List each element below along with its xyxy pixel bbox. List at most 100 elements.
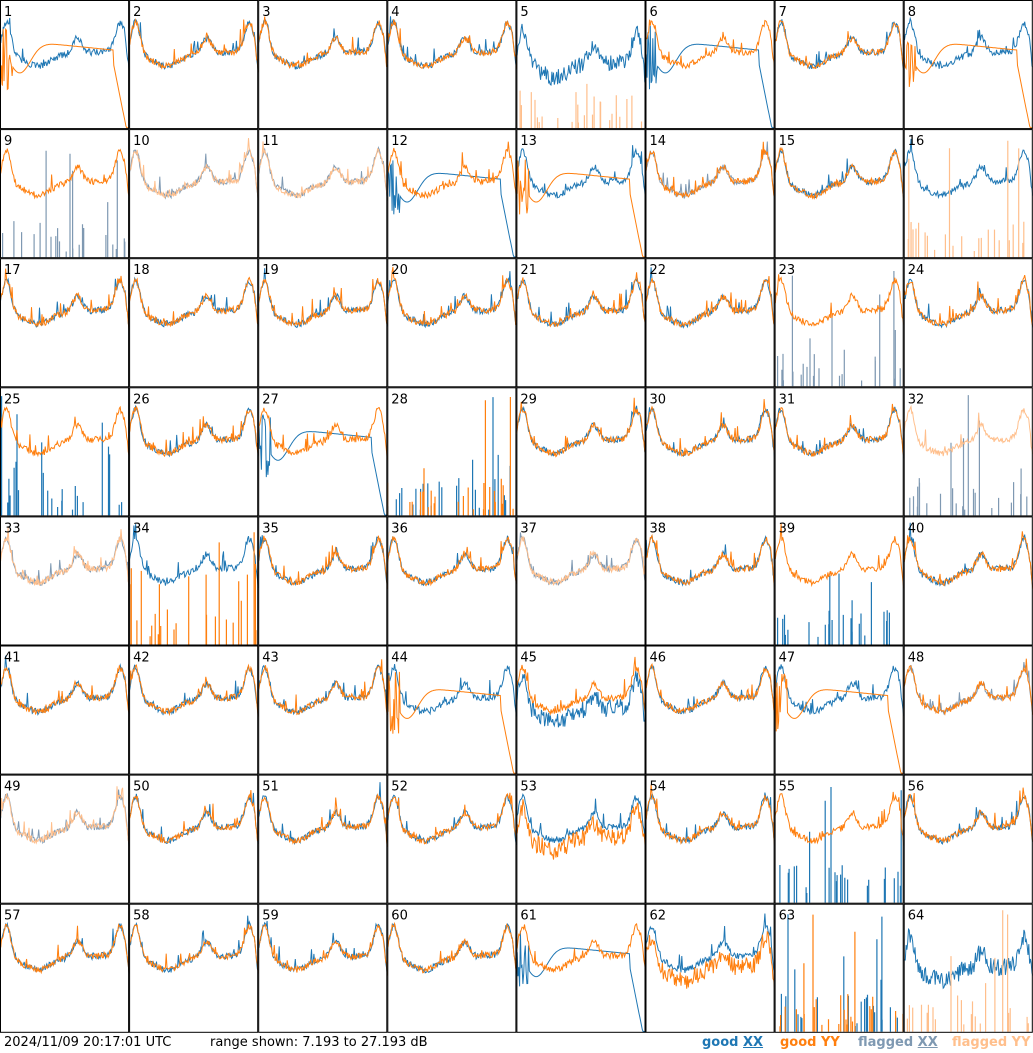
panel-label: 5	[520, 5, 528, 20]
panel-label: 45	[520, 651, 537, 666]
panel-border	[0, 774, 130, 904]
panel-43: 43	[258, 645, 388, 775]
series-xx-21	[516, 277, 646, 327]
series-yy-47	[774, 673, 904, 774]
panel-55: 55	[774, 774, 904, 904]
panel-border	[387, 645, 517, 775]
panel-border	[258, 774, 388, 904]
panel-label: 47	[779, 651, 796, 666]
series-xx-44	[387, 664, 517, 717]
panel-17: 17	[0, 258, 130, 388]
series-xx-33	[0, 536, 130, 588]
series-xx-28	[387, 397, 511, 516]
series-yy-48	[903, 658, 1033, 716]
panel-57: 57	[0, 903, 130, 1033]
panel-44: 44	[387, 645, 517, 775]
series-yy-18	[129, 276, 259, 328]
panel-border	[0, 645, 130, 775]
panel-label: 11	[262, 134, 279, 149]
series-yy-30	[645, 399, 775, 457]
panel-label: 36	[391, 521, 408, 536]
series-xx-6	[645, 25, 775, 129]
series-xx-4	[387, 16, 517, 70]
panel-label: 19	[262, 263, 279, 278]
panel-label: 41	[4, 651, 21, 666]
panel-border	[387, 0, 517, 130]
panel-border	[774, 516, 904, 646]
panel-border	[258, 516, 388, 646]
panel-border	[258, 129, 388, 259]
panel-label: 7	[779, 5, 787, 20]
series-xx-9	[2, 150, 126, 258]
panel-label: 48	[908, 651, 925, 666]
panel-border	[774, 387, 904, 517]
panel-28: 28	[387, 387, 517, 517]
series-xx-34	[129, 524, 259, 588]
panel-15: 15	[774, 129, 904, 259]
panel-13: 13	[516, 129, 646, 259]
panel-46: 46	[645, 645, 775, 775]
series-xx-60	[387, 922, 517, 974]
series-yy-15	[774, 146, 904, 201]
panel-border	[387, 258, 517, 388]
panel-62: 62	[645, 903, 775, 1033]
panel-border	[0, 129, 130, 259]
panel-3: 3	[258, 0, 388, 130]
series-xx-55	[779, 787, 902, 903]
panel-border	[645, 0, 775, 130]
series-xx-3	[258, 19, 388, 70]
panel-border	[516, 129, 646, 259]
panel-label: 61	[520, 909, 537, 924]
panel-border	[774, 903, 904, 1033]
panel-label: 38	[650, 521, 667, 536]
series-yy-11	[258, 141, 388, 200]
panel-border	[645, 387, 775, 517]
panel-border	[516, 774, 646, 904]
series-yy-33	[0, 527, 130, 587]
panel-border	[645, 645, 775, 775]
panel-label: 51	[262, 780, 279, 795]
panel-border	[903, 645, 1033, 775]
panel-border	[387, 129, 517, 259]
series-yy-23	[774, 274, 904, 327]
panel-25: 25	[0, 387, 130, 517]
series-yy-16	[907, 140, 1025, 258]
legend-flagged-xx: flagged XX	[858, 1035, 938, 1050]
panel-label: 50	[133, 780, 150, 795]
series-xx-27	[258, 414, 388, 516]
panel-45: 45	[516, 645, 646, 775]
panel-border	[516, 387, 646, 517]
panel-40: 40	[903, 516, 1033, 646]
panel-31: 31	[774, 387, 904, 517]
series-yy-51	[258, 793, 388, 847]
series-yy-60	[387, 921, 517, 974]
panel-label: 60	[391, 909, 408, 924]
panel-14: 14	[645, 129, 775, 259]
panel-border	[516, 516, 646, 646]
panel-59: 59	[258, 903, 388, 1033]
panel-20: 20	[387, 258, 517, 388]
panel-label: 44	[391, 651, 408, 666]
series-xx-2	[129, 18, 259, 73]
panel-border	[645, 129, 775, 259]
panel-label: 40	[908, 521, 925, 536]
panel-border	[129, 903, 259, 1033]
panel-36: 36	[387, 516, 517, 646]
series-yy-2	[129, 18, 259, 73]
panel-border	[774, 258, 904, 388]
series-yy-56	[903, 787, 1033, 844]
panel-58: 58	[129, 903, 259, 1033]
series-yy-13	[516, 159, 646, 258]
panel-border	[258, 258, 388, 388]
series-xx-46	[645, 663, 775, 718]
series-xx-63	[780, 914, 898, 1032]
panel-border	[0, 258, 130, 388]
panel-border	[645, 903, 775, 1033]
panel-23: 23	[774, 258, 904, 388]
series-yy-4	[387, 19, 517, 70]
series-yy-53	[516, 799, 646, 860]
panel-56: 56	[903, 774, 1033, 904]
panel-border	[129, 258, 259, 388]
series-yy-8	[903, 41, 1033, 129]
series-yy-9	[0, 148, 130, 200]
